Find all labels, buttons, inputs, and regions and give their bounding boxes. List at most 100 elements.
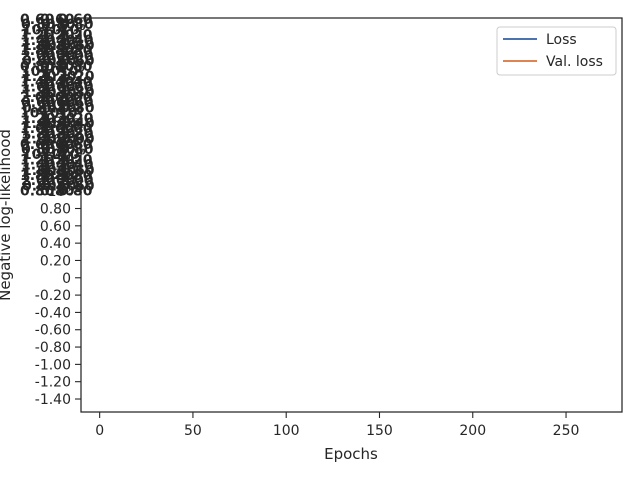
y-tick-overlap-10-2: 10⁰ (59, 64, 85, 80)
y-tick-overlap-11-0: 1.20 (22, 69, 57, 85)
y-tick-label-0-40: 0.40 (40, 236, 71, 252)
x-ticks: 0 50 100 150 200 250 (95, 412, 579, 439)
y-tick-overlap-0-0: 0.60 (20, 12, 55, 28)
legend-label-loss: Loss (546, 32, 577, 48)
y-tick-overlap-2-0: 10⁰ (22, 22, 48, 38)
y-tick-overlap-17-1: 0.80 (42, 100, 77, 116)
y-tick-overlap-26-1: 10⁰ (42, 147, 68, 163)
x-tick-label-200: 200 (459, 423, 486, 439)
y-tick-overlap-10-1: 10⁰ (41, 64, 67, 80)
y-tick-overlap-3-0: 1.20 (20, 28, 55, 44)
y-tick-overlap-25-1: 0.80 (41, 142, 76, 158)
y-tick-label-0-60: -0.60 (35, 323, 71, 339)
y-tick-overlap-12-0: 1.40 (20, 74, 55, 90)
y-tick-label-1-20: -1.20 (35, 375, 71, 391)
x-tick-label-250: 250 (553, 423, 580, 439)
y-tick-overlap-20-1: 1.40 (42, 116, 77, 132)
legend-label-val-loss: Val. loss (546, 54, 603, 70)
x-tick-label-150: 150 (366, 423, 393, 439)
y-tick-overlap-30-0: 1.80 (20, 168, 55, 184)
y-tick-label-1-20: 1.20 (40, 167, 71, 183)
y-tick-overlap-14-1: 1.80 (42, 85, 77, 101)
y-tick-overlap-18-1: 10⁰ (40, 106, 66, 122)
y-tick-overlap-18-2: 10⁰ (58, 106, 84, 122)
y-tick-label-2-00: 2.00 (40, 98, 71, 114)
x-tick-label-0: 0 (95, 423, 104, 439)
x-tick-label-100: 100 (273, 423, 300, 439)
y-tick-overlap-7-0: 2.00 (21, 48, 56, 64)
y-tick-overlap-22-1: 1.80 (41, 126, 76, 142)
y-tick-overlap-16-0: 0.60 (21, 95, 56, 111)
y-tick-overlap-31-0: 2.00 (21, 173, 56, 189)
y-tick-overlap-33-1: 0.80 (40, 184, 75, 200)
y-tick-overlap-26-2: 10⁰ (60, 147, 86, 163)
y-tick-label-0-40: -0.40 (35, 305, 71, 321)
y-tick-overlap-18-0: 10⁰ (20, 106, 46, 122)
y-tick-overlap-11-1: 1.20 (42, 69, 77, 85)
y-tick-overlap-31-1: 2.00 (41, 173, 76, 189)
y-tick-overlap-12-1: 1.40 (40, 74, 75, 90)
y-tick-overlap-27-0: 1.20 (20, 152, 55, 168)
y-tick-overlap-2-1: 10⁰ (42, 22, 68, 38)
y-tick-label-1-40: -1.40 (35, 392, 71, 408)
y-tick-label-1-40: 1.40 (40, 150, 71, 166)
y-tick-overlap-28-0: 1.40 (21, 158, 56, 174)
y-tick-overlap-20-0: 1.40 (22, 116, 57, 132)
y-tick-overlap-24-1: 0.60 (40, 137, 75, 153)
plot-area (81, 18, 622, 412)
y-tick-overlap-0-1: 0.60 (40, 12, 75, 28)
y-tick-overlap-2-2: 10⁰ (60, 22, 86, 38)
y-tick-overlap-30-1: 1.80 (40, 168, 75, 184)
legend: Loss Val. loss (496, 26, 617, 76)
y-tick-label-0-80: 0.80 (40, 202, 71, 218)
y-tick-overlap-32-1: 0.60 (42, 178, 77, 194)
y-tick-overlap-3-1: 1.20 (40, 28, 75, 44)
y-tick-overlap-32-0: 0.60 (22, 178, 57, 194)
y-tick-overlap-16-1: 0.60 (41, 95, 76, 111)
y-tick-label-stack: 0.600.600.600.800.800.8010⁰10⁰10⁰1.201.2… (20, 12, 95, 200)
y-tick-overlap-24-0: 0.60 (20, 137, 55, 153)
y-tick-label-1-80: 1.80 (40, 115, 71, 131)
y-tick-overlap-13-0: 1.60 (21, 80, 56, 96)
y-tick-overlap-23-0: 2.00 (22, 132, 57, 148)
y-tick-overlap-9-0: 0.80 (20, 59, 55, 75)
y-tick-overlap-33-0: 0.80 (20, 184, 55, 200)
y-tick-overlap-4-0: 1.40 (21, 33, 56, 49)
y-tick-overlap-14-0: 1.80 (22, 85, 57, 101)
y-tick-overlap-8-1: 0.60 (42, 54, 77, 70)
y-tick-overlap-8-0: 0.60 (22, 54, 57, 70)
y-tick-overlap-23-1: 2.00 (42, 132, 77, 148)
y-tick-overlap-4-1: 1.40 (41, 33, 76, 49)
y-tick-overlap-5-0: 1.60 (22, 38, 57, 54)
y-ticks: -1.40-1.20 -1.00-0.80-0.60 -0.40-0.200 0.20… (35, 98, 81, 408)
y-tick-overlap-1-0: 0.80 (21, 17, 56, 33)
y-tick-overlap-15-0: 2.00 (20, 90, 55, 106)
y-tick-overlap-26-0: 10⁰ (22, 147, 48, 163)
y-tick-label-0-20: -0.20 (35, 288, 71, 304)
y-tick-overlap-21-1: 1.60 (40, 121, 75, 137)
y-tick-overlap-5-1: 1.60 (42, 38, 77, 54)
y-tick-label-0-20: 0.20 (40, 253, 71, 269)
y-tick-overlap-1-1: 0.80 (41, 17, 76, 33)
y-tick-overlap-19-0: 1.20 (21, 111, 56, 127)
y-tick-label-1-00: -1.00 (35, 357, 71, 373)
x-tick-label-50: 50 (184, 423, 202, 439)
y-tick-overlap-6-1: 1.80 (40, 43, 75, 59)
y-tick-overlap-6-0: 1.80 (20, 43, 55, 59)
y-tick-overlap-29-1: 1.60 (42, 163, 77, 179)
y-tick-overlap-22-0: 1.80 (21, 126, 56, 142)
y-tick-overlap-17-0: 0.80 (22, 100, 57, 116)
y-tick-overlap-19-1: 1.20 (41, 111, 76, 127)
y-tick-label-10: 10⁰ (48, 184, 72, 200)
y-tick-overlap-27-1: 1.20 (40, 152, 75, 168)
y-tick-overlap-29-0: 1.60 (22, 163, 57, 179)
y-tick-label-0-60: 0.60 (40, 219, 71, 235)
y-tick-overlap-28-1: 1.40 (41, 158, 76, 174)
y-tick-overlap-13-1: 1.60 (41, 80, 76, 96)
y-tick-overlap-9-1: 0.80 (40, 59, 75, 75)
y-tick-label-0-80: -0.80 (35, 340, 71, 356)
plot-frame (80, 17, 623, 413)
x-axis-label: Epochs (324, 445, 378, 463)
y-tick-overlap-21-0: 1.60 (20, 121, 55, 137)
